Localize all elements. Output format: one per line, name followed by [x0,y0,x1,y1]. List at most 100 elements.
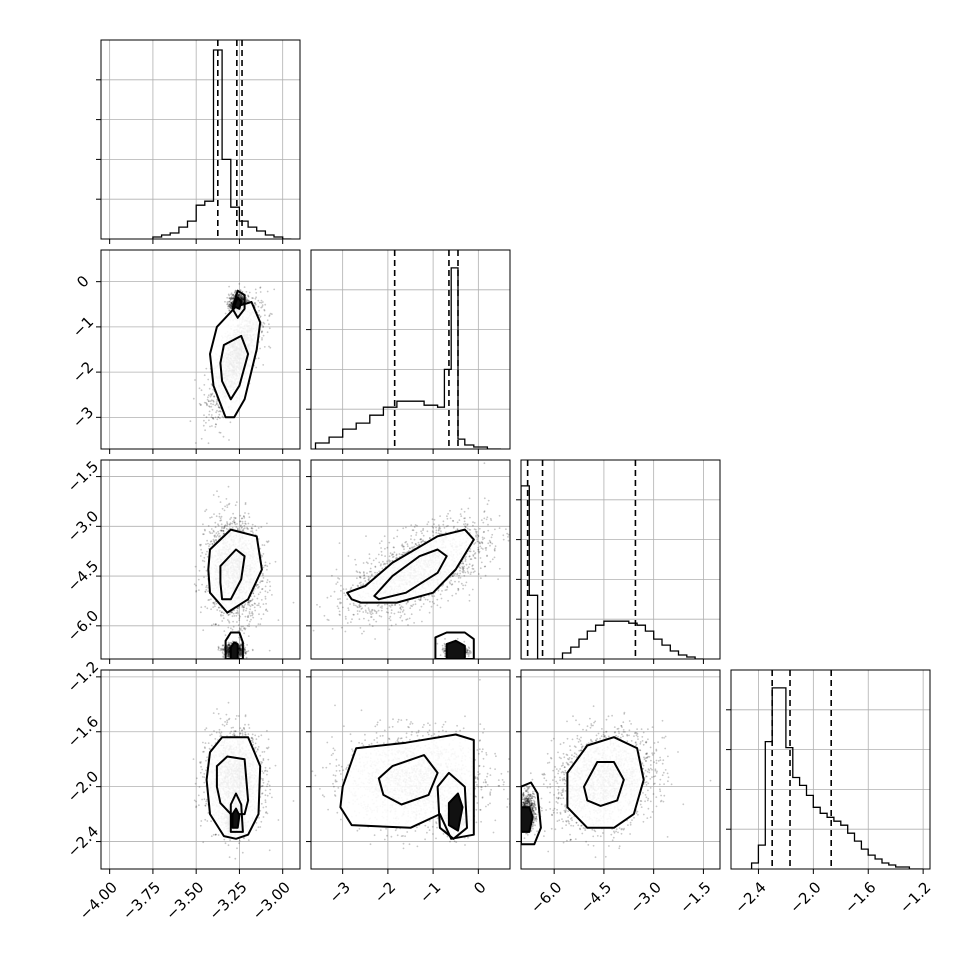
scatter-point [240,294,243,297]
scatter-point [212,399,215,402]
scatter-point [247,614,250,617]
scatter-point [242,528,245,530]
scatter-point [205,416,208,419]
scatter-point [266,541,269,544]
scatter-point [238,636,241,639]
scatter-point [241,299,244,302]
scatter-point [247,528,250,530]
scatter-point [227,646,230,649]
scatter-point [206,539,209,542]
scatter-point [223,526,226,528]
scatter-point [257,527,260,529]
scatter-point [240,648,243,651]
scatter-point [251,611,254,613]
scatter-point [229,522,232,524]
scatter-point [213,540,216,542]
scatter-point [203,560,206,563]
scatter-point [264,597,267,600]
scatter-point [265,608,268,611]
scatter-point [239,647,242,649]
scatter-point [261,544,264,546]
scatter-point [205,586,208,589]
scatter-point [204,510,207,513]
scatter-point [258,585,260,588]
scatter-point [257,604,260,607]
scatter-point [233,291,236,294]
scatter-point [199,543,201,546]
scatter-point [244,653,247,655]
scatter-point [261,305,264,308]
scatter-point [230,303,233,305]
scatter-point [240,625,243,628]
scatter-point [234,291,237,294]
scatter-point [244,628,247,631]
scatter-point [236,609,239,612]
scatter-point [228,653,231,656]
scatter-point [245,607,248,610]
scatter-panel-0-1-content [189,283,276,445]
scatter-point [249,620,251,623]
scatter-point [266,579,269,581]
scatter-point [247,294,249,297]
scatter-point [217,495,220,498]
scatter-point [240,298,243,301]
scatter-point [259,291,262,293]
scatter-point [237,294,240,297]
scatter-point [222,530,225,532]
scatter-point [263,308,266,311]
scatter-point [266,565,269,568]
scatter-point [209,516,212,519]
scatter-point [263,322,266,325]
scatter-point [260,299,263,302]
scatter-point [268,562,271,565]
scatter-point [268,345,270,348]
scatter-point [212,606,215,608]
scatter-point [259,347,261,350]
scatter-point [221,620,224,622]
scatter-point [237,294,240,296]
scatter-point [241,296,244,299]
scatter-point [227,293,230,296]
scatter-point [228,648,231,651]
scatter-point [231,615,234,618]
scatter-point [210,540,213,542]
histogram-step [152,49,292,239]
scatter-point [230,301,233,304]
scatter-point [240,652,242,654]
scatter-point [257,593,260,596]
scatter-point [252,297,254,299]
scatter-point [261,337,263,339]
scatter-point [226,655,229,658]
scatter-point [219,529,222,532]
scatter-point [208,419,210,422]
scatter-point [257,299,260,302]
scatter-point [202,629,205,632]
scatter-point [231,294,234,296]
scatter-point [260,330,263,333]
scatter-point [232,294,235,297]
scatter-point [264,585,267,588]
scatter-point [213,535,216,537]
scatter-point [227,643,230,646]
scatter-point [205,421,207,424]
scatter-point [262,326,264,328]
scatter-point [266,331,269,334]
scatter-point [222,529,225,532]
scatter-point [213,395,216,398]
scatter-point [219,517,222,520]
scatter-point [244,522,247,525]
scatter-point [217,404,220,407]
scatter-point [230,302,233,305]
scatter-point [226,647,229,649]
scatter-point [212,388,215,391]
hist-panel-1-content [314,250,501,449]
scatter-point [203,528,206,531]
scatter-point [231,298,234,300]
scatter-point [241,297,244,300]
scatter-point [230,627,232,630]
scatter-point [222,435,225,438]
scatter-point [229,304,232,307]
scatter-point [231,303,233,306]
scatter-point [266,610,269,612]
